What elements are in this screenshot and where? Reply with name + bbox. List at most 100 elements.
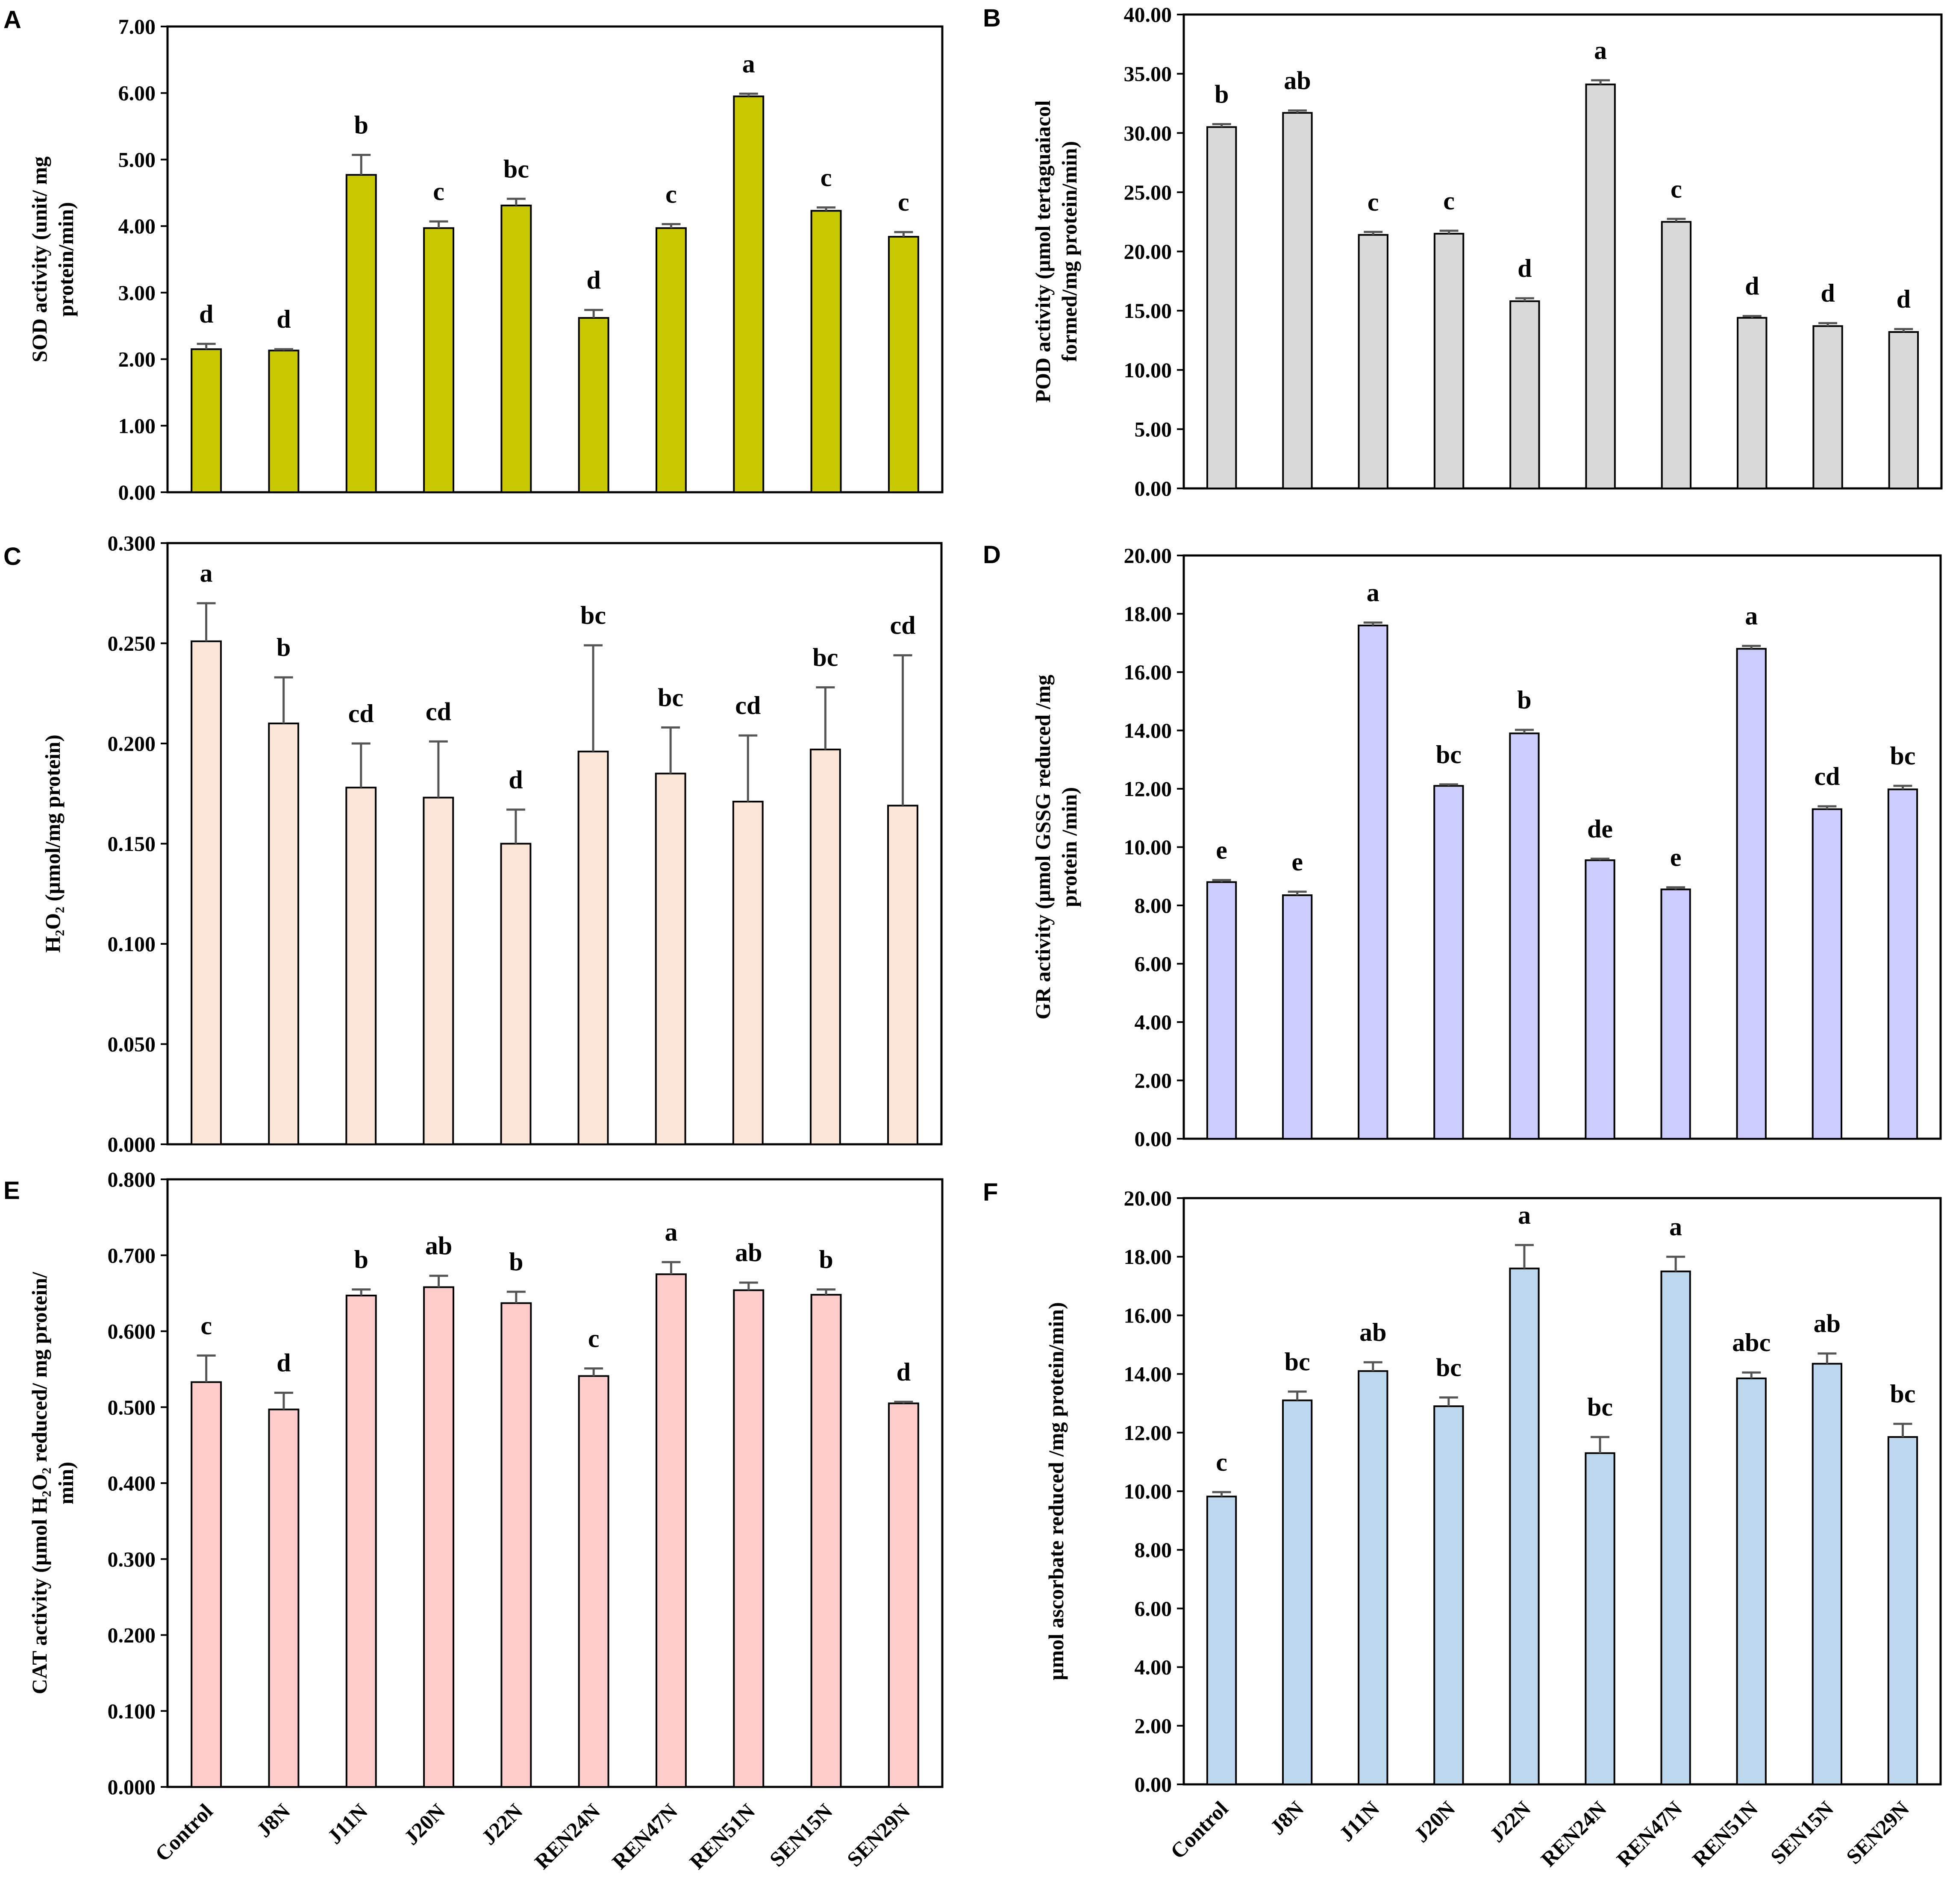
bar bbox=[1737, 317, 1768, 489]
bar bbox=[345, 787, 377, 1146]
y-tick-label: 0.400 bbox=[108, 1471, 156, 1495]
category-label: J8N bbox=[1265, 1796, 1308, 1839]
bar bbox=[1282, 1399, 1313, 1786]
chart-panel-a: A 0.00 1.00 2.00 3.00 4.00 5.00 6.00 7.00 SOD act… bbox=[3, 6, 944, 504]
y-tick-label: 6.00 bbox=[1135, 952, 1172, 976]
plot-frame bbox=[166, 25, 944, 494]
significance-letter: ab bbox=[1814, 1310, 1841, 1338]
bar bbox=[1206, 126, 1237, 489]
significance-letter: bc bbox=[1436, 740, 1462, 769]
panel-letter: E bbox=[3, 1177, 20, 1205]
category-label: SEN29N bbox=[842, 1799, 915, 1871]
y-tick-label: 7.00 bbox=[118, 15, 156, 38]
bar bbox=[1206, 1496, 1237, 1785]
y-axis-label: H₂O₂ (µmol/mg protein) bbox=[41, 735, 65, 953]
panel-letter: C bbox=[3, 543, 21, 570]
significance-letter: bc bbox=[1285, 1348, 1310, 1376]
y-tick-label: 6.00 bbox=[118, 81, 156, 105]
y-tick-label: 0.150 bbox=[108, 832, 156, 856]
significance-letter: d bbox=[509, 766, 523, 794]
y-tick-label: 0.100 bbox=[108, 932, 156, 956]
significance-letter: a bbox=[1518, 1201, 1531, 1229]
category-label: REN47N bbox=[1612, 1796, 1687, 1871]
bar bbox=[578, 317, 609, 493]
bar bbox=[1660, 1270, 1691, 1785]
bar bbox=[1433, 785, 1464, 1140]
category-label: REN47N bbox=[607, 1799, 682, 1874]
y-tick-label: 2.00 bbox=[118, 347, 156, 371]
bar bbox=[1358, 1370, 1388, 1785]
significance-letter: ab bbox=[425, 1232, 452, 1260]
y-axis-label: formed/mg protein/min) bbox=[1057, 141, 1081, 362]
panel-letter: A bbox=[3, 6, 21, 34]
bar bbox=[1206, 881, 1237, 1140]
significance-letter: ab bbox=[1359, 1318, 1386, 1346]
chart-panel-f: F 0.00 2.00 4.00 6.00 8.00 10.00 12.00 14.00 16.0… bbox=[983, 1178, 1942, 1871]
bar bbox=[732, 801, 764, 1145]
significance-letter: d bbox=[1897, 285, 1911, 313]
bar bbox=[809, 749, 841, 1145]
category-label: J22N bbox=[476, 1799, 527, 1849]
significance-letter: bc bbox=[580, 601, 606, 629]
bar bbox=[268, 723, 300, 1145]
y-tick-label: 10.00 bbox=[1124, 1479, 1172, 1503]
category-label: REN24N bbox=[1536, 1796, 1611, 1871]
bar bbox=[810, 210, 842, 494]
y-tick-label: 0.200 bbox=[108, 1623, 156, 1647]
y-axis-label: SOD activity (unit/ mg bbox=[27, 156, 51, 362]
chart-panel-b: B 0.00 5.00 10.00 15.00 20.00 25.00 30.00 35.00 4… bbox=[983, 3, 1943, 500]
significance-letter: d bbox=[897, 1358, 911, 1386]
category-label: Control bbox=[1166, 1796, 1233, 1863]
bar bbox=[500, 204, 532, 494]
y-tick-label: 0.100 bbox=[108, 1699, 156, 1723]
y-tick-label: 8.00 bbox=[1135, 1538, 1172, 1562]
significance-letter: d bbox=[586, 266, 600, 294]
y-tick-label: 5.00 bbox=[118, 147, 156, 171]
panel-letter: B bbox=[983, 4, 1001, 32]
bar bbox=[888, 236, 919, 493]
significance-letter: c bbox=[200, 1311, 212, 1340]
bar bbox=[1509, 732, 1540, 1140]
y-tick-label: 4.00 bbox=[1135, 1010, 1172, 1034]
category-label: SEN29N bbox=[1841, 1796, 1914, 1869]
y-tick-label: 30.00 bbox=[1124, 121, 1172, 145]
bar bbox=[656, 1273, 687, 1788]
bar bbox=[656, 227, 687, 493]
y-axis-label: CAT activity (µmol H₂O₂ reduced/ mg prot… bbox=[27, 1272, 51, 1694]
category-label: REN51N bbox=[685, 1799, 759, 1874]
bar bbox=[1660, 888, 1691, 1140]
significance-letter: d bbox=[276, 1349, 291, 1377]
bar bbox=[1887, 788, 1918, 1140]
significance-letter: cd bbox=[735, 691, 761, 720]
y-tick-label: 0.000 bbox=[108, 1775, 156, 1799]
y-tick-label: 8.00 bbox=[1135, 893, 1172, 917]
bar bbox=[1585, 859, 1615, 1140]
chart-panel-c: C 0.000 0.050 0.100 0.150 0.200 0.250 0.300 H₂O₂… bbox=[3, 531, 943, 1156]
category-label: J22N bbox=[1485, 1796, 1535, 1847]
y-tick-label: 25.00 bbox=[1124, 180, 1172, 204]
y-tick-label: 16.00 bbox=[1124, 1303, 1172, 1327]
bar bbox=[810, 1294, 842, 1788]
y-tick-label: 20.00 bbox=[1124, 240, 1172, 264]
significance-letter: e bbox=[1291, 848, 1303, 876]
y-tick-label: 10.00 bbox=[1124, 358, 1172, 382]
significance-letter: b bbox=[276, 633, 291, 661]
y-tick-label: 0.000 bbox=[108, 1132, 156, 1156]
bar bbox=[1812, 1363, 1842, 1786]
y-tick-label: 16.00 bbox=[1124, 660, 1172, 684]
y-tick-label: 20.00 bbox=[1124, 1186, 1172, 1210]
significance-letter: a bbox=[1669, 1213, 1682, 1241]
bar bbox=[191, 1381, 222, 1788]
significance-letter: d bbox=[199, 300, 213, 328]
y-tick-label: 1.00 bbox=[118, 414, 156, 438]
bar bbox=[268, 350, 300, 493]
significance-letter: c bbox=[1671, 175, 1682, 203]
category-label: J8N bbox=[252, 1799, 294, 1842]
bar bbox=[578, 1375, 609, 1788]
significance-letter: a bbox=[665, 1218, 677, 1246]
significance-letter: bc bbox=[503, 155, 529, 183]
category-label: J11N bbox=[323, 1799, 372, 1848]
significance-letter: cd bbox=[1814, 762, 1840, 790]
chart-panel-e: E 0.000 0.100 0.200 0.300 0.400 0.500 0.600 0.70… bbox=[3, 1167, 944, 1874]
significance-letter: d bbox=[276, 305, 291, 333]
